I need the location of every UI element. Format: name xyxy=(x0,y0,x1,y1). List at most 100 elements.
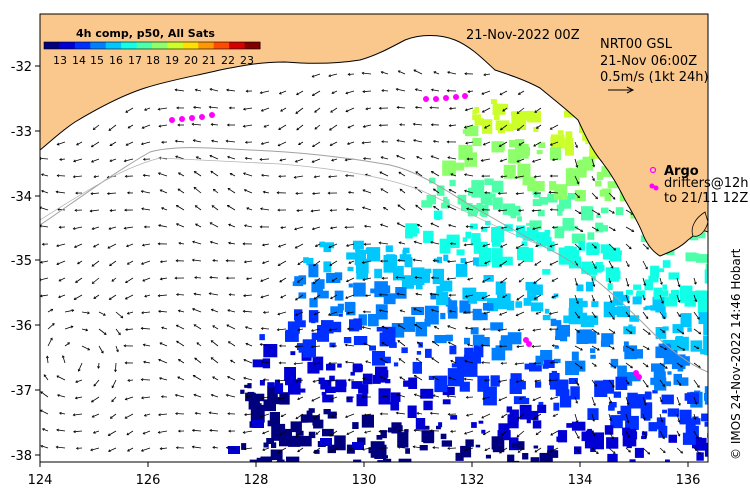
current-arrow xyxy=(364,413,372,416)
current-arrow-head xyxy=(158,413,161,417)
current-arrow xyxy=(348,73,355,75)
current-arrow-head xyxy=(415,292,419,296)
current-arrow xyxy=(328,243,338,248)
current-arrow xyxy=(362,90,372,93)
current-arrow xyxy=(329,430,338,437)
current-arrow xyxy=(192,308,202,313)
sst-patch xyxy=(667,371,672,375)
current-arrow-head xyxy=(193,292,197,296)
sst-patch xyxy=(455,452,464,461)
current-arrow xyxy=(676,447,683,454)
current-arrow-head xyxy=(448,188,452,192)
sst-patch xyxy=(390,256,396,262)
sst-patch xyxy=(526,223,531,226)
current-arrow-head xyxy=(158,124,162,128)
current-arrow-head xyxy=(260,360,264,364)
current-arrow-head xyxy=(91,414,95,418)
sst-patch xyxy=(352,422,359,429)
sst-patch xyxy=(403,380,412,387)
current-arrow xyxy=(127,379,134,381)
current-arrow xyxy=(447,395,457,398)
current-arrow xyxy=(98,362,100,369)
current-arrow xyxy=(415,106,423,109)
sst-patch xyxy=(662,409,667,414)
current-arrow xyxy=(328,73,338,77)
current-arrow-head xyxy=(277,143,281,147)
sst-patch xyxy=(436,425,441,430)
current-arrow xyxy=(346,243,355,247)
current-arrow xyxy=(396,394,406,398)
sst-patch xyxy=(412,361,422,374)
current-arrow xyxy=(450,173,457,177)
sst-patch xyxy=(555,320,562,326)
current-arrow-head xyxy=(399,188,403,192)
sst-patch xyxy=(603,301,616,318)
sst-patch xyxy=(571,259,578,267)
current-arrow-head xyxy=(262,310,266,314)
sst-patch xyxy=(362,390,368,396)
sst-patch xyxy=(447,300,458,314)
current-arrow xyxy=(75,379,83,383)
current-arrow xyxy=(142,277,151,282)
current-arrow xyxy=(659,328,665,333)
current-arrow-head xyxy=(448,309,452,313)
current-arrow-head xyxy=(346,311,350,315)
colorbar-swatch xyxy=(74,42,91,49)
current-arrow-head xyxy=(142,157,146,161)
current-arrow xyxy=(56,429,66,432)
current-arrow-head xyxy=(297,397,300,401)
sst-patch xyxy=(600,207,609,214)
current-arrow-head xyxy=(230,359,233,363)
sst-patch xyxy=(499,340,507,350)
sst-patch xyxy=(462,237,468,242)
sst-patch xyxy=(484,178,494,185)
current-arrow xyxy=(502,107,508,112)
current-arrow-head xyxy=(193,171,197,174)
current-arrow xyxy=(143,430,151,435)
sst-patch xyxy=(497,127,506,134)
current-arrow-head xyxy=(103,332,107,335)
current-arrow-head xyxy=(662,450,666,454)
current-arrow-head xyxy=(662,330,666,333)
current-arrow xyxy=(158,107,168,110)
current-arrow-head xyxy=(280,295,284,299)
sst-patch xyxy=(650,305,659,311)
sst-patch xyxy=(503,164,516,179)
current-arrow-head xyxy=(515,192,519,196)
current-arrow xyxy=(73,158,83,162)
sst-patch xyxy=(476,203,483,208)
current-arrow-head xyxy=(397,70,401,73)
sst-patch xyxy=(563,315,570,323)
current-arrow-head xyxy=(482,142,486,146)
current-arrow-head xyxy=(363,342,367,346)
current-arrow xyxy=(516,243,525,249)
current-arrow-head xyxy=(174,393,178,397)
current-arrow xyxy=(464,360,474,364)
sst-patch xyxy=(565,360,579,376)
current-arrow-head xyxy=(592,433,596,437)
sst-patch xyxy=(478,251,490,266)
current-arrow-head xyxy=(193,324,197,327)
current-arrow xyxy=(693,277,697,285)
current-arrow xyxy=(574,362,583,369)
current-arrow xyxy=(210,357,219,364)
current-arrow-head xyxy=(311,93,315,96)
current-arrow xyxy=(518,277,525,283)
current-arrow-head xyxy=(677,284,681,288)
current-arrow xyxy=(331,277,338,282)
current-arrow xyxy=(345,361,355,364)
current-arrow xyxy=(243,377,253,381)
current-arrow xyxy=(414,276,423,279)
sst-patch xyxy=(309,361,314,365)
current-arrow xyxy=(574,379,580,386)
sst-patch xyxy=(459,300,469,313)
current-arrow-head xyxy=(261,261,265,265)
current-arrow-head xyxy=(90,192,94,196)
sst-patch xyxy=(675,336,684,344)
current-arrow-head xyxy=(67,342,71,345)
current-arrow-head xyxy=(533,144,536,147)
current-arrow-head xyxy=(262,378,266,382)
sst-patch xyxy=(263,399,276,412)
current-arrow xyxy=(642,311,649,319)
current-arrow-head xyxy=(312,144,315,148)
